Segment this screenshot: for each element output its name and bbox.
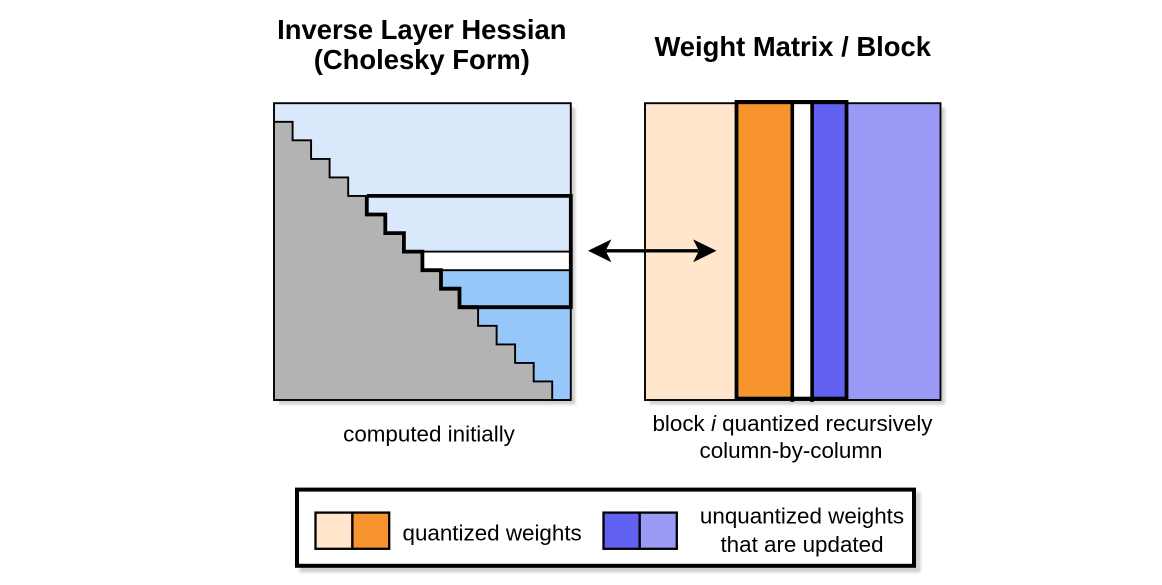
- svg-text:computed initially: computed initially: [343, 422, 516, 447]
- svg-text:column-by-column: column-by-column: [700, 438, 883, 463]
- svg-text:unquantized weights: unquantized weights: [700, 503, 904, 528]
- svg-text:quantized weights: quantized weights: [403, 521, 582, 546]
- svg-text:Inverse Layer Hessian: Inverse Layer Hessian: [277, 14, 566, 45]
- svg-text:that are updated: that are updated: [720, 532, 883, 557]
- svg-text:Weight Matrix / Block: Weight Matrix / Block: [654, 31, 931, 62]
- svg-text:block i quantized recursively: block i quantized recursively: [652, 411, 933, 436]
- svg-text:(Cholesky Form): (Cholesky Form): [314, 44, 530, 75]
